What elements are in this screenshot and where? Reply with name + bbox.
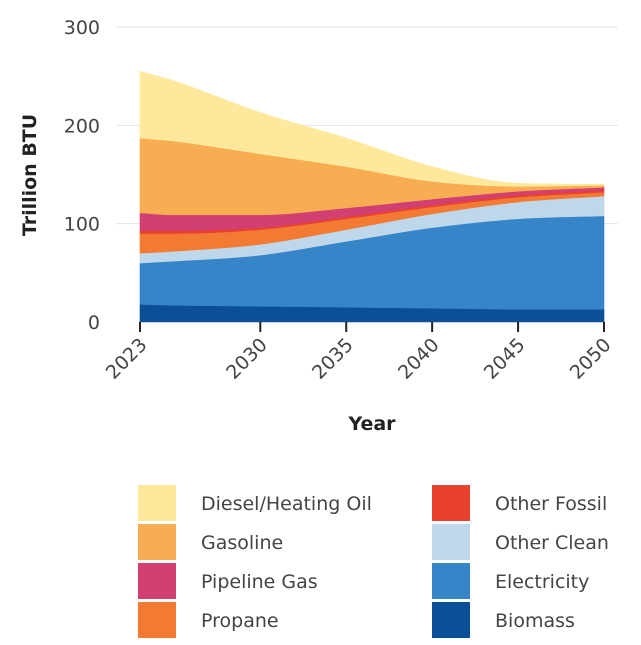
x-tick-label: 2035 <box>308 334 358 384</box>
legend: Diesel/Heating Oil Gasoline Pipeline Gas Pr… <box>138 485 609 638</box>
area-series <box>139 70 605 323</box>
legend-swatch-electricity <box>432 563 470 599</box>
y-axis: 0 100 200 300 <box>64 17 100 334</box>
area-diesel-heating-oil <box>139 70 605 187</box>
y-tick-label: 300 <box>64 17 100 39</box>
legend-label-other-clean: Other Clean <box>495 532 609 554</box>
x-tick-label: 2030 <box>222 334 272 384</box>
legend-swatch-other-fossil <box>432 485 470 521</box>
x-axis: 2023 2030 2035 2040 2045 2050 <box>102 322 616 384</box>
y-tick-label: 100 <box>64 214 100 236</box>
y-tick-label: 0 <box>88 312 100 334</box>
legend-label-diesel-heating-oil: Diesel/Heating Oil <box>201 493 372 515</box>
x-tick-label: 2050 <box>566 334 616 384</box>
legend-swatch-propane <box>138 602 176 638</box>
legend-label-pipeline-gas: Pipeline Gas <box>201 571 318 593</box>
legend-label-biomass: Biomass <box>495 610 575 632</box>
legend-label-gasoline: Gasoline <box>201 532 283 554</box>
legend-swatch-other-clean <box>432 524 470 560</box>
legend-swatch-gasoline <box>138 524 176 560</box>
x-tick-label: 2023 <box>102 334 152 384</box>
legend-label-other-fossil: Other Fossil <box>495 493 607 515</box>
y-tick-label: 200 <box>64 115 100 137</box>
x-tick-label: 2045 <box>480 334 530 384</box>
x-tick-label: 2040 <box>394 334 444 384</box>
legend-swatch-biomass <box>432 602 470 638</box>
x-axis-title: Year <box>347 413 396 435</box>
legend-swatch-diesel-heating-oil <box>138 485 176 521</box>
y-axis-title: Trillion BTU <box>19 114 41 236</box>
legend-label-electricity: Electricity <box>495 571 589 593</box>
legend-label-propane: Propane <box>201 610 279 632</box>
legend-swatch-pipeline-gas <box>138 563 176 599</box>
